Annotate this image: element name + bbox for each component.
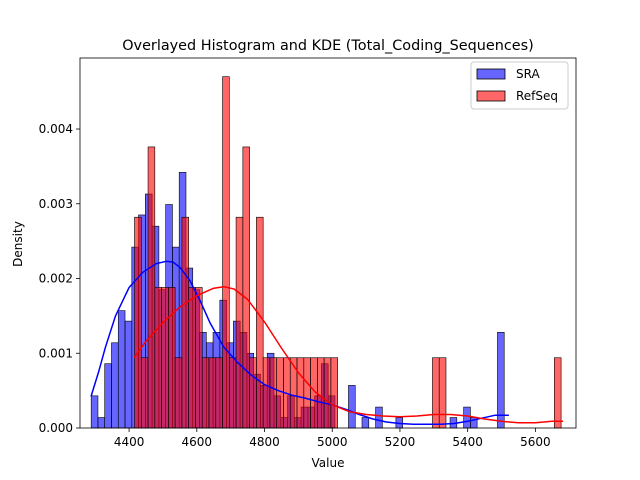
kde-curves bbox=[90, 260, 564, 426]
x-axis-label: Value bbox=[312, 456, 345, 470]
y-axis-label: Density bbox=[11, 221, 25, 267]
axes-spines bbox=[79, 57, 577, 429]
sra-bar bbox=[361, 417, 370, 429]
refseq-bar bbox=[229, 357, 237, 429]
x-tick-label: 4600 bbox=[182, 435, 213, 449]
refseq-bar bbox=[438, 357, 447, 429]
sra-bar bbox=[90, 395, 99, 429]
sra-bar bbox=[111, 342, 119, 429]
refseq-bar bbox=[154, 287, 162, 429]
sra-bar bbox=[348, 385, 356, 429]
refseq-bar bbox=[317, 357, 325, 429]
refseq-kde-line bbox=[133, 285, 564, 424]
x-tick-label: 5000 bbox=[317, 435, 348, 449]
refseq-bar bbox=[222, 76, 230, 429]
refseq-bar bbox=[195, 287, 203, 429]
y-axis-ticks: 0.000 0.001 0.002 0.003 0.004 bbox=[39, 122, 80, 435]
refseq-bar bbox=[256, 216, 264, 429]
sra-bar bbox=[375, 406, 383, 429]
refseq-bar bbox=[242, 146, 250, 429]
x-tick-label: 4800 bbox=[249, 435, 280, 449]
refseq-bar bbox=[296, 357, 305, 429]
chart-title: Overlayed Histogram and KDE (Total_Codin… bbox=[122, 38, 534, 54]
x-tick-label: 5200 bbox=[385, 435, 416, 449]
refseq-bar bbox=[161, 287, 169, 429]
refseq-bar bbox=[249, 357, 257, 429]
legend-swatch-refseq bbox=[476, 90, 506, 102]
refseq-bar bbox=[174, 357, 183, 429]
refseq-bar bbox=[262, 357, 271, 429]
x-tick-label: 4400 bbox=[114, 435, 145, 449]
refseq-bar bbox=[554, 357, 562, 429]
sra-bar bbox=[97, 417, 106, 429]
refseq-bar bbox=[235, 216, 244, 429]
y-tick-label: 0.004 bbox=[39, 122, 73, 136]
x-axis-ticks: 4400 4600 4800 5000 5200 5400 5600 bbox=[114, 428, 551, 449]
refseq-bar bbox=[330, 357, 338, 429]
sra-bar bbox=[104, 363, 112, 429]
legend: SRA RefSeq bbox=[470, 61, 569, 110]
legend-swatch-sra bbox=[476, 68, 506, 80]
legend-label-refseq: RefSeq bbox=[516, 89, 558, 103]
x-tick-label: 5600 bbox=[520, 435, 551, 449]
y-tick-label: 0.002 bbox=[39, 272, 73, 286]
refseq-bar bbox=[208, 357, 217, 429]
refseq-bar bbox=[168, 287, 176, 429]
sra-bar bbox=[463, 406, 471, 429]
refseq-bar bbox=[269, 357, 278, 429]
refseq-bar bbox=[432, 357, 440, 429]
axes-frame bbox=[79, 57, 577, 429]
plot-area: 4400 4600 4800 5000 5200 5400 5600 0.0000.0010… bbox=[39, 57, 577, 449]
refseq-histogram bbox=[134, 76, 562, 429]
y-tick-label: 0.001 bbox=[39, 346, 73, 360]
refseq-bar bbox=[201, 357, 210, 429]
refseq-bar bbox=[147, 146, 156, 429]
sra-kde-line bbox=[90, 260, 510, 426]
refseq-bar bbox=[188, 287, 196, 429]
refseq-bar bbox=[215, 357, 223, 429]
refseq-bar bbox=[323, 357, 332, 429]
refseq-bar bbox=[134, 216, 142, 429]
sra-bar bbox=[124, 320, 133, 429]
sra-bar bbox=[117, 310, 126, 429]
y-tick-label: 0.003 bbox=[39, 197, 73, 211]
refseq-bar bbox=[140, 357, 149, 429]
y-tick-label: 0.000 bbox=[39, 421, 73, 435]
legend-label-sra: SRA bbox=[516, 67, 540, 81]
sra-bar bbox=[497, 332, 505, 429]
x-tick-label: 5400 bbox=[452, 435, 483, 449]
refseq-bar bbox=[276, 357, 284, 429]
refseq-bar bbox=[181, 216, 189, 429]
refseq-bar bbox=[303, 357, 311, 429]
